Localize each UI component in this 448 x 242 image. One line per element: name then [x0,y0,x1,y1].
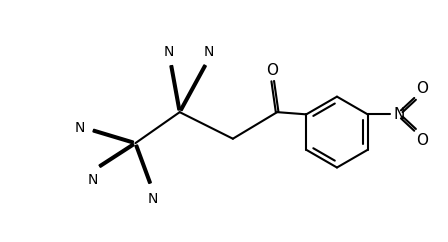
Text: O: O [416,81,428,96]
Text: N: N [148,192,158,206]
Text: N: N [87,173,98,187]
Text: N: N [394,107,405,122]
Text: O: O [266,63,278,78]
Text: O: O [416,133,428,148]
Text: N: N [164,45,174,59]
Text: N: N [203,45,214,59]
Text: N: N [74,121,85,135]
